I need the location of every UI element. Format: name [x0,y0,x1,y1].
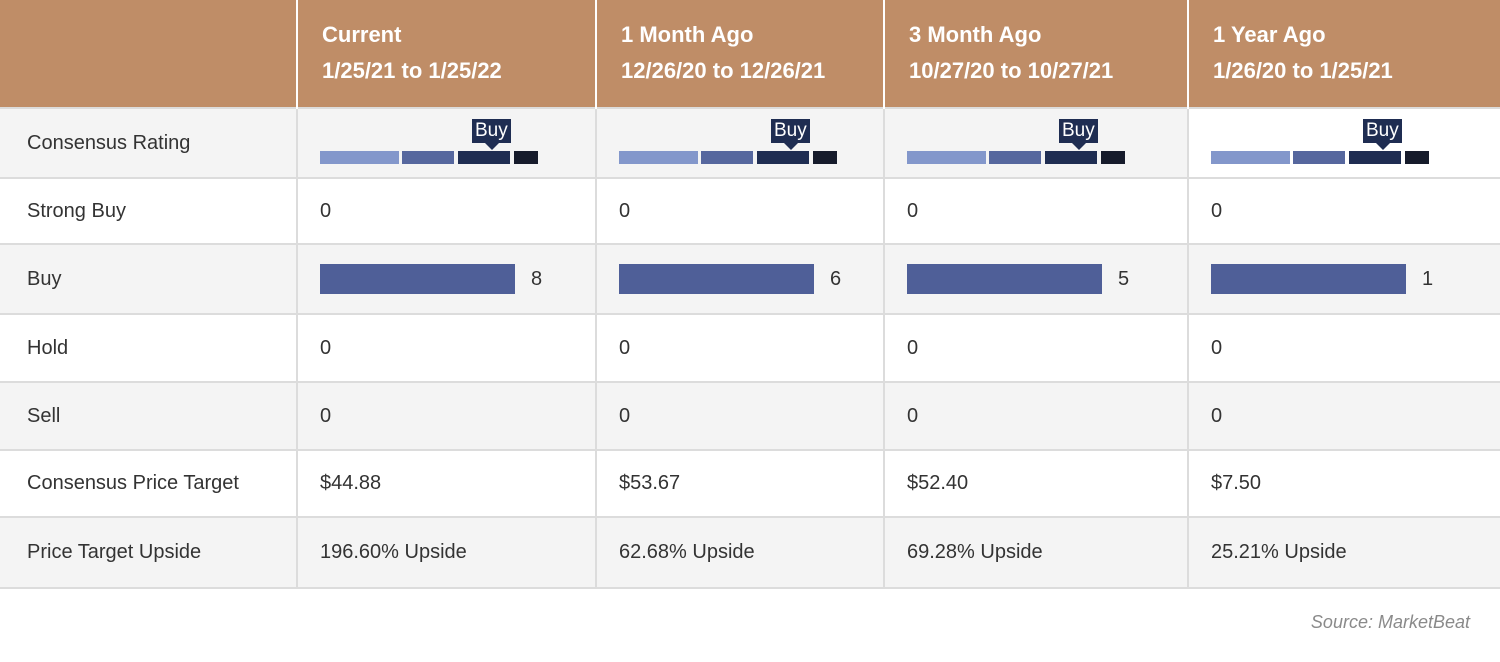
rating-gauge: Buy [1211,113,1431,173]
row-label: Sell [0,381,297,450]
gauge-segment [320,151,399,164]
rating-gauge: Buy [619,113,839,173]
gauge-segment [1101,151,1125,164]
gauge-segment [514,151,538,164]
buy-bar [619,264,814,294]
ratings-table: Current 1/25/21 to 1/25/22 1 Month Ago 1… [0,0,1500,589]
gauge-segment [458,151,510,164]
rating-cell: Buy [296,107,596,178]
gauge-segment [1405,151,1429,164]
period-range: 12/26/20 to 12/26/21 [621,58,826,83]
rating-tag: Buy [1363,119,1402,150]
gauge-segment [402,151,454,164]
row-sell: Sell 0 0 0 0 [0,381,1500,450]
value-cell: 196.60% Upside [296,516,596,589]
value-cell: 0 [595,313,884,382]
header-1-month: 1 Month Ago 12/26/20 to 12/26/21 [595,0,884,108]
buy-bar [320,264,515,294]
row-label: Consensus Rating [0,107,297,178]
period-name: 3 Month Ago [909,22,1042,47]
rating-cell: Buy [595,107,884,178]
value-cell: $44.88 [296,449,596,517]
period-name: Current [322,22,402,47]
source-note: Source: MarketBeat [1310,612,1470,632]
header-1-year: 1 Year Ago 1/26/20 to 1/25/21 [1187,0,1500,108]
gauge-segment [989,151,1041,164]
gauge-segment [1349,151,1401,164]
value-cell: 0 [883,313,1188,382]
header-current: Current 1/25/21 to 1/25/22 [296,0,596,108]
rating-cell: Buy [883,107,1188,178]
rating-gauge: Buy [320,113,540,173]
value-cell: 0 [296,381,596,450]
row-label: Hold [0,313,297,382]
gauge-segment [619,151,698,164]
buy-cell: 8 [296,243,596,314]
value-cell: 0 [1187,313,1500,382]
gauge-segment [757,151,809,164]
value-cell: $53.67 [595,449,884,517]
row-consensus-rating: Consensus Rating Buy Buy [0,107,1500,178]
buy-bar-label: 8 [531,268,543,290]
row-label: Strong Buy [0,177,297,244]
rating-cell: Buy [1187,107,1500,178]
buy-cell: 6 [595,243,884,314]
value-cell: 62.68% Upside [595,516,884,589]
period-range: 1/25/21 to 1/25/22 [322,58,502,83]
buy-bar-chart: 1 [1211,264,1500,294]
buy-cell: 5 [883,243,1188,314]
value-cell: 0 [296,313,596,382]
header-row: Current 1/25/21 to 1/25/22 1 Month Ago 1… [0,0,1500,108]
gauge-segment [1211,151,1290,164]
period-range: 10/27/20 to 10/27/21 [909,58,1114,83]
row-label: Consensus Price Target [0,449,297,517]
rating-tag: Buy [771,119,810,150]
row-label: Price Target Upside [0,516,297,589]
value-cell: 0 [883,381,1188,450]
period-name: 1 Month Ago [621,22,754,47]
value-cell: 0 [1187,381,1500,450]
header-3-month: 3 Month Ago 10/27/20 to 10/27/21 [883,0,1188,108]
value-cell: 0 [595,381,884,450]
buy-bar-label: 5 [1118,268,1130,290]
row-hold: Hold 0 0 0 0 [0,313,1500,382]
gauge-segment [1045,151,1097,164]
gauge-segment [701,151,753,164]
rating-gauge: Buy [907,113,1127,173]
value-cell: 69.28% Upside [883,516,1188,589]
value-cell: 25.21% Upside [1187,516,1500,589]
value-cell: 0 [1187,177,1500,244]
value-cell: 0 [296,177,596,244]
value-cell: $52.40 [883,449,1188,517]
gauge-segment [813,151,837,164]
row-price-target: Consensus Price Target $44.88 $53.67 $52… [0,449,1500,517]
buy-bar-label: 6 [830,268,842,290]
row-buy: Buy 8 6 5 1 [0,243,1500,314]
buy-bar-chart: 5 [907,264,1187,294]
buy-cell: 1 [1187,243,1500,314]
header-corner [0,0,297,108]
rating-tag: Buy [1059,119,1098,150]
buy-bar [907,264,1102,294]
value-cell: $7.50 [1187,449,1500,517]
buy-bar-label: 1 [1422,268,1434,290]
buy-bar-chart: 8 [320,264,595,294]
row-upside: Price Target Upside 196.60% Upside 62.68… [0,516,1500,589]
buy-bar [1211,264,1406,294]
period-name: 1 Year Ago [1213,22,1326,47]
gauge-segment [1293,151,1345,164]
value-cell: 0 [595,177,884,244]
row-strong-buy: Strong Buy 0 0 0 0 [0,177,1500,244]
period-range: 1/26/20 to 1/25/21 [1213,58,1393,83]
value-cell: 0 [883,177,1188,244]
row-label: Buy [0,243,297,314]
buy-bar-chart: 6 [619,264,883,294]
rating-tag: Buy [472,119,511,150]
gauge-segment [907,151,986,164]
